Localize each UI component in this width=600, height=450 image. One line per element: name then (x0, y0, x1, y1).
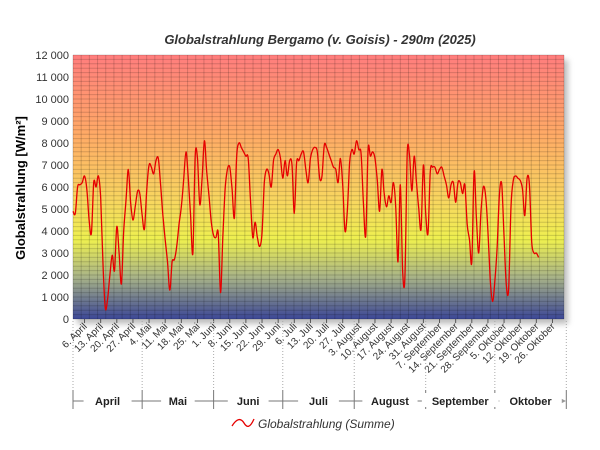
y-tick-label: 1 000 (41, 292, 69, 304)
month-label: April (95, 396, 120, 408)
plot-background (73, 55, 564, 319)
y-tick-label: 7 000 (41, 160, 69, 172)
month-label-bg (499, 393, 562, 407)
chart-title: Globalstrahlung Bergamo (v. Goisis) - 29… (164, 32, 475, 47)
month-label: Juli (309, 396, 328, 408)
month-axis: April Mai Juni Juli August September Oktober (72, 321, 567, 409)
y-tick-label: 11 000 (36, 72, 69, 84)
legend-line-icon (231, 418, 255, 427)
y-tick-label: 8 000 (41, 138, 69, 150)
y-axis-label: Globalstrahlung [W/m²] (13, 116, 28, 260)
y-tick-label: 2 000 (41, 270, 69, 282)
month-label: Oktober (509, 396, 552, 408)
month-label-bg (362, 393, 418, 407)
month-label: Juni (237, 396, 260, 408)
month-label-bg (83, 393, 132, 407)
y-tick-label: 12 000 (35, 50, 69, 62)
month-label-bg (227, 393, 269, 407)
y-tick-label: 3 000 (41, 248, 69, 260)
month-label-bg (421, 393, 499, 407)
month-label: September (432, 396, 490, 408)
month-label: Mai (169, 396, 187, 408)
y-tick-label: 10 000 (35, 94, 69, 106)
legend: Globalstrahlung (Summe) (231, 417, 395, 431)
legend-label: Globalstrahlung (Summe) (258, 417, 395, 431)
y-tick-label: 5 000 (41, 204, 69, 216)
y-axis-ticks: 0 1 000 2 000 3 000 4 000 5 000 6 000 7 000 8 00… (35, 50, 69, 326)
month-label: August (371, 396, 409, 408)
y-tick-label: 4 000 (41, 226, 69, 238)
series-line (72, 140, 540, 311)
series-group (72, 140, 540, 311)
month-label-bg (161, 393, 195, 407)
y-tick-label: 0 (63, 314, 69, 326)
y-tick-label: 6 000 (41, 182, 69, 194)
y-tick-label: 9 000 (41, 116, 69, 128)
month-label-bg (298, 393, 339, 407)
